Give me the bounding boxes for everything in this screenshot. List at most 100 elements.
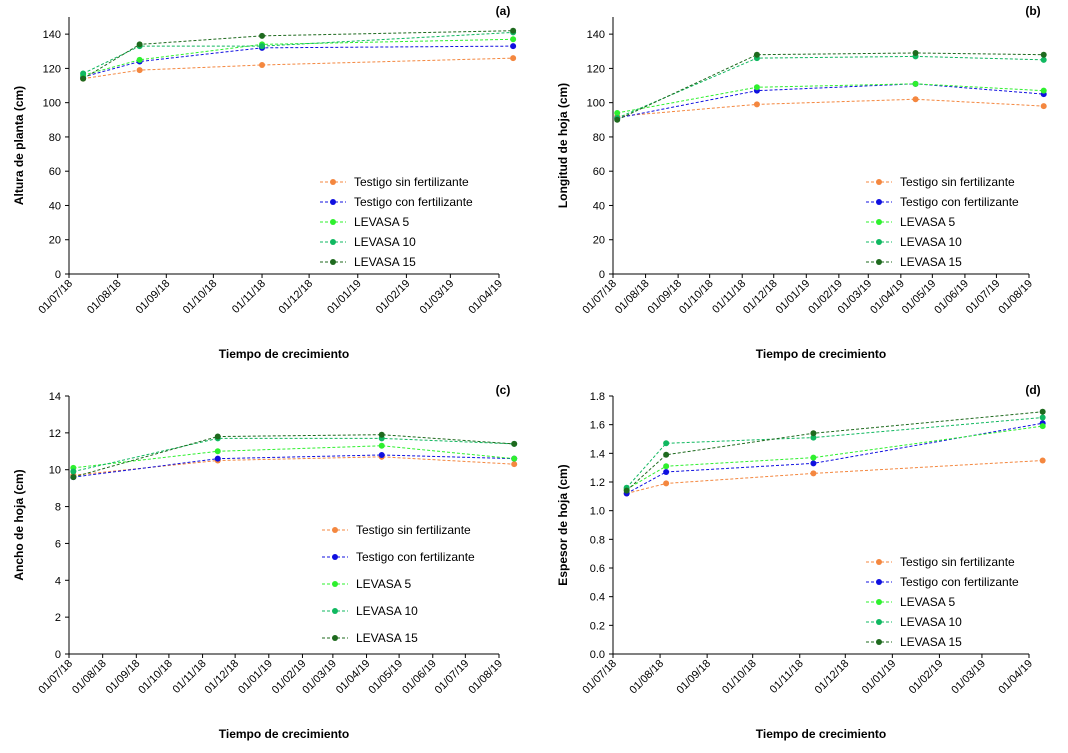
data-point <box>810 470 817 477</box>
series-line <box>83 57 514 80</box>
data-point <box>378 442 385 449</box>
series-levasa-10 <box>80 29 517 77</box>
legend-label: Testigo sin fertilizante <box>354 175 469 189</box>
data-point <box>80 75 87 82</box>
x-tick-label: 01/10/18 <box>677 278 716 317</box>
legend-marker <box>332 527 338 533</box>
y-tick-label: 140 <box>587 29 605 41</box>
panel-label: (d) <box>1025 383 1040 397</box>
y-tick-label: 8 <box>55 502 61 514</box>
y-tick-label: 10 <box>49 465 61 477</box>
y-tick-label: 1.4 <box>590 448 605 460</box>
data-point <box>80 70 87 77</box>
series-line <box>73 456 515 476</box>
panel-label: (a) <box>496 4 511 18</box>
y-tick-label: 0.4 <box>590 592 605 604</box>
x-tick-label: 01/07/18 <box>36 658 75 697</box>
data-point <box>663 451 670 458</box>
series-line <box>617 83 1044 114</box>
legend-label: Testigo sin fertilizante <box>900 175 1015 189</box>
x-tick-label: 01/04/19 <box>334 658 373 697</box>
data-point <box>1039 408 1046 415</box>
data-point <box>1039 423 1046 430</box>
x-axis-label: Tiempo de crecimiento <box>756 347 886 361</box>
legend-label: LEVASA 15 <box>354 255 416 269</box>
data-point <box>214 455 221 462</box>
x-tick-label: 01/05/19 <box>900 278 939 317</box>
legend-label: LEVASA 5 <box>900 595 955 609</box>
series-levasa-15 <box>623 408 1046 494</box>
data-point <box>214 448 221 455</box>
data-point <box>70 468 77 475</box>
legend-marker <box>330 179 336 185</box>
y-tick-label: 80 <box>49 132 61 144</box>
legend: Testigo sin fertilizante Testigo con fert… <box>866 555 1019 649</box>
x-tick-label: 01/11/18 <box>768 658 806 696</box>
series-testigo-sin-fertilizante <box>614 96 1047 120</box>
series-testigo-sin-fertilizante <box>80 55 517 82</box>
panel-label: (c) <box>496 383 511 397</box>
y-tick-label: 100 <box>587 98 605 110</box>
data-point <box>912 49 919 56</box>
data-point <box>753 84 760 91</box>
legend-marker <box>332 581 338 587</box>
legend-label: Testigo sin fertilizante <box>356 523 471 537</box>
legend-label: LEVASA 10 <box>356 604 418 618</box>
x-tick-label: 01/08/19 <box>466 658 505 697</box>
data-point <box>511 440 518 447</box>
x-tick-label: 01/07/18 <box>580 658 619 697</box>
x-tick-label: 01/09/18 <box>674 658 713 697</box>
data-point <box>1039 457 1046 464</box>
data-point <box>259 43 266 50</box>
y-tick-label: 1.2 <box>590 477 605 489</box>
chart-panel-b: 02040608010012014001/07/1801/08/1801/09/… <box>556 4 1047 361</box>
y-tick-label: 0.8 <box>590 534 605 546</box>
legend: Testigo sin fertilizante Testigo con fert… <box>866 175 1019 269</box>
series-testigo-con-fertilizante <box>70 451 518 481</box>
y-tick-label: 60 <box>593 166 605 178</box>
legend-marker <box>876 599 882 605</box>
legend-marker <box>876 199 882 205</box>
legend-label: LEVASA 15 <box>900 635 962 649</box>
data-point <box>810 430 817 437</box>
data-point <box>663 463 670 470</box>
y-tick-label: 12 <box>49 428 61 440</box>
x-tick-label: 01/08/18 <box>613 278 652 317</box>
data-point <box>663 468 670 475</box>
y-tick-label: 0.0 <box>590 649 605 661</box>
legend-marker <box>330 199 336 205</box>
series-line <box>82 38 514 76</box>
x-tick-label: 01/06/19 <box>400 658 439 697</box>
legend-marker <box>876 179 882 185</box>
legend-marker <box>330 239 336 245</box>
data-point <box>378 451 385 458</box>
legend-label: LEVASA 10 <box>354 235 416 249</box>
x-tick-label: 01/09/18 <box>134 278 173 317</box>
series-line <box>626 425 1043 490</box>
legend-label: LEVASA 15 <box>356 631 418 645</box>
x-tick-label: 01/07/19 <box>433 658 472 697</box>
series-testigo-con-fertilizante <box>80 43 517 80</box>
y-tick-label: 2 <box>55 612 61 624</box>
series-line <box>626 411 1043 491</box>
y-tick-label: 0 <box>55 269 61 281</box>
data-point <box>1039 414 1046 421</box>
series-levasa-5 <box>80 36 517 79</box>
data-point <box>810 460 817 467</box>
data-point <box>70 474 77 481</box>
series-testigo-con-fertilizante <box>623 420 1046 497</box>
x-tick-label: 01/08/18 <box>85 278 124 317</box>
series-levasa-15 <box>80 27 517 82</box>
data-point <box>912 96 919 103</box>
x-tick-label: 01/12/18 <box>741 278 780 317</box>
series-line <box>82 31 514 74</box>
y-tick-label: 140 <box>43 29 61 41</box>
y-tick-label: 100 <box>43 98 61 110</box>
series-levasa-5 <box>70 442 518 471</box>
x-tick-label: 01/09/18 <box>104 658 143 697</box>
y-tick-label: 20 <box>593 235 605 247</box>
series-levasa-15 <box>614 49 1047 123</box>
y-tick-label: 0.6 <box>590 563 605 575</box>
series-levasa-5 <box>614 80 1047 116</box>
x-tick-label: 01/02/19 <box>907 658 946 697</box>
